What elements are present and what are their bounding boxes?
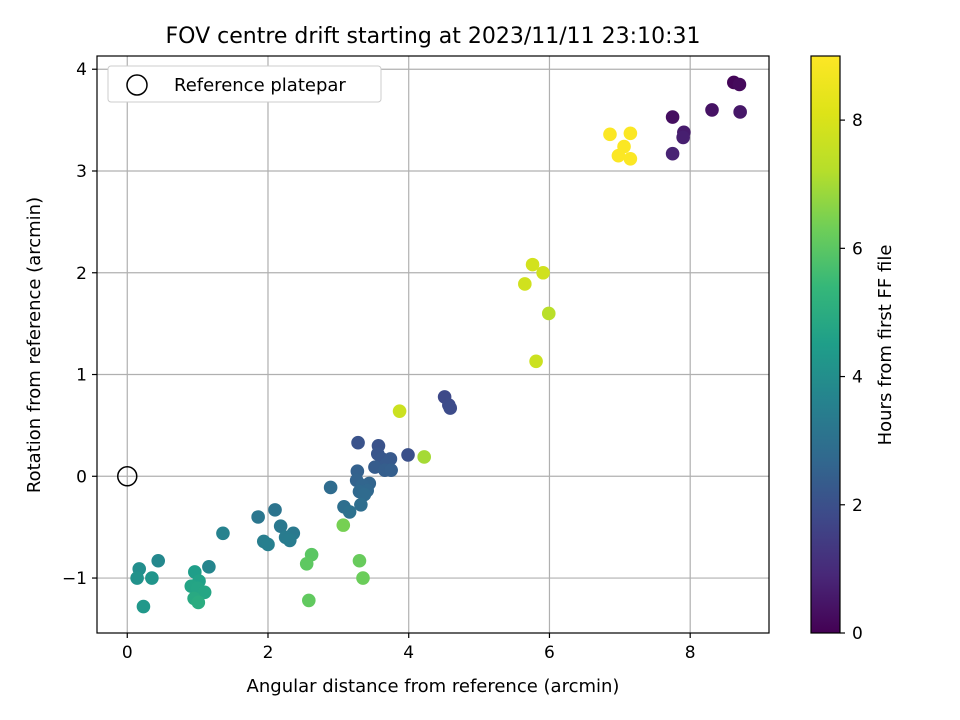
data-point: [623, 126, 638, 141]
data-point: [151, 553, 166, 568]
data-point: [130, 571, 144, 585]
colorbar-ticks: 0 2 4 6 8: [840, 111, 863, 644]
y-axis-label: Rotation from reference (arcmin): [24, 197, 45, 493]
y-tick-label: 4: [76, 60, 87, 80]
colorbar-tick-label: 6: [852, 239, 863, 259]
data-point: [356, 571, 370, 585]
data-point: [611, 148, 626, 163]
y-tick-label: 0: [76, 467, 87, 487]
legend-label: Reference platepar: [174, 75, 346, 96]
data-point: [283, 533, 297, 548]
x-axis-label: Angular distance from reference (arcmin): [247, 676, 620, 697]
data-point: [676, 130, 690, 145]
data-point: [302, 593, 316, 608]
x-tick-label: 6: [544, 643, 555, 663]
data-point: [261, 537, 275, 552]
data-point: [273, 519, 288, 533]
colorbar-tick-label: 4: [852, 368, 863, 388]
y-tick-label: −1: [62, 569, 87, 589]
data-point: [732, 77, 747, 92]
data-point: [191, 595, 206, 610]
colorbar-tick-label: 0: [852, 624, 863, 644]
colorbar-tick-label: 2: [852, 496, 863, 516]
data-point: [216, 526, 230, 541]
data-point: [417, 450, 432, 464]
y-tick-label: 3: [76, 162, 87, 182]
data-point: [623, 151, 638, 166]
data-point: [392, 404, 407, 418]
x-axis-ticks: 0 2 4 6 8: [122, 633, 696, 663]
data-point: [443, 401, 458, 415]
data-point: [197, 585, 212, 600]
colorbar-label: Hours from first FF file: [875, 245, 896, 446]
data-point: [136, 599, 151, 614]
data-point: [323, 480, 338, 495]
scatter-points: [130, 75, 747, 614]
data-point: [541, 306, 556, 321]
data-point: [518, 277, 532, 291]
x-tick-label: 4: [403, 643, 414, 663]
plot-area: [96, 55, 770, 634]
colorbar-gradient: [810, 55, 841, 634]
data-point: [268, 503, 282, 517]
data-point: [401, 448, 415, 462]
reference-platepar-marker: [117, 466, 138, 487]
data-point: [733, 105, 747, 119]
data-point: [336, 518, 351, 532]
data-point: [352, 553, 367, 568]
data-point: [384, 463, 398, 477]
x-tick-label: 2: [263, 643, 274, 663]
y-tick-label: 1: [76, 366, 87, 386]
data-point: [529, 354, 543, 369]
data-point: [202, 560, 216, 574]
colorbar: 0 2 4 6 8 Hours from first FF file: [810, 55, 896, 644]
data-point: [525, 257, 540, 272]
legend: Reference platepar: [107, 65, 382, 103]
data-point: [665, 146, 680, 161]
plot-frame: [96, 55, 770, 634]
y-axis-ticks: −1 0 1 2 3 4: [62, 60, 97, 589]
data-point: [705, 103, 719, 117]
legend-reference-marker: [126, 74, 148, 96]
colorbar-tick-label: 8: [852, 111, 863, 131]
data-point: [354, 497, 368, 512]
x-tick-label: 8: [685, 643, 696, 663]
grid-lines: [97, 56, 769, 633]
data-point: [342, 505, 357, 519]
legend-box: [107, 65, 382, 103]
data-point: [603, 127, 617, 142]
x-tick-label: 0: [122, 643, 133, 663]
data-point: [351, 435, 365, 450]
data-point: [251, 510, 265, 524]
data-point: [536, 265, 550, 280]
chart-title: FOV centre drift starting at 2023/11/11 …: [166, 24, 701, 49]
data-point: [665, 110, 680, 124]
data-point: [299, 557, 314, 571]
y-tick-label: 2: [76, 264, 87, 284]
data-point: [145, 571, 159, 585]
